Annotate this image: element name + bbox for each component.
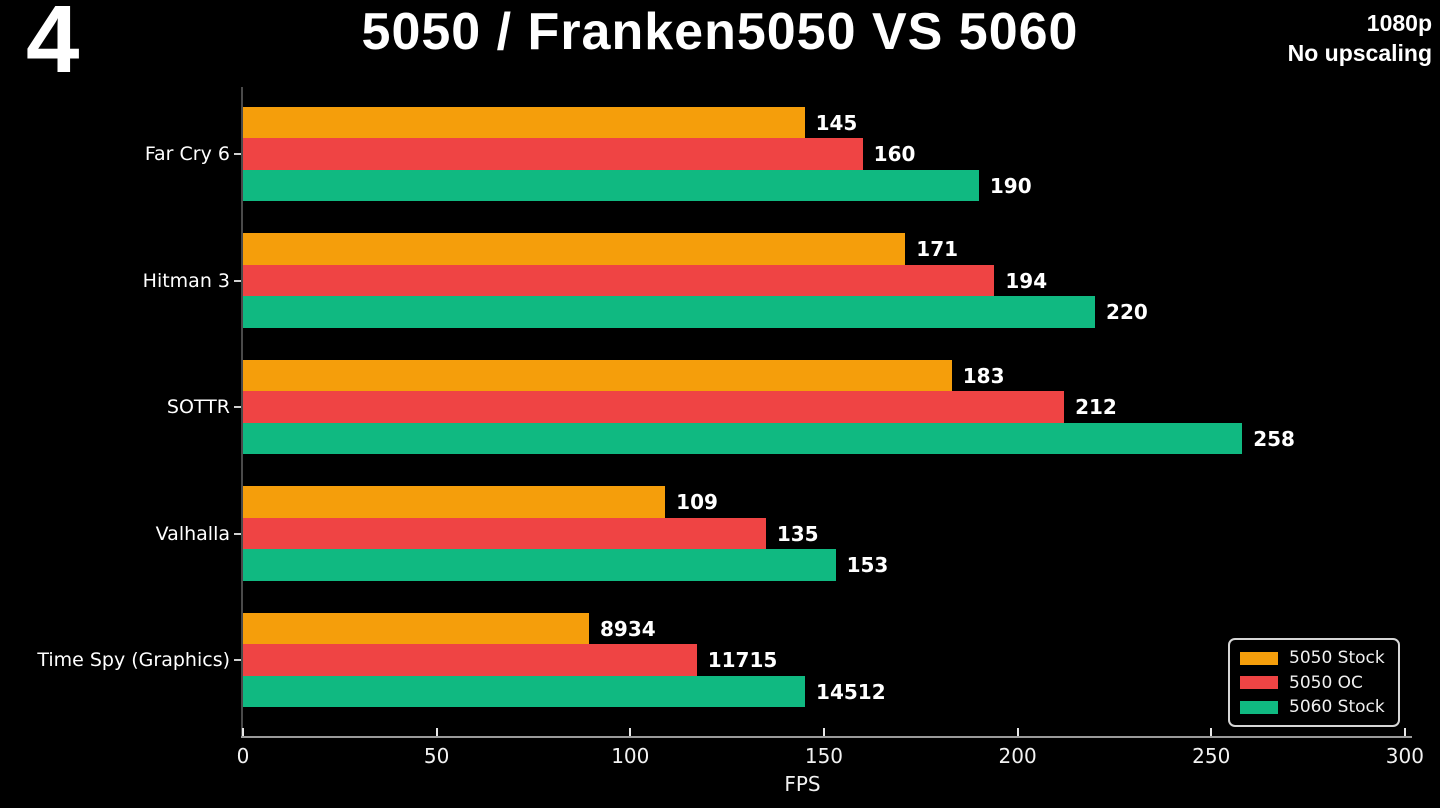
x-axis-tick-label: 200	[998, 744, 1037, 768]
bar-value-label: 160	[873, 142, 916, 166]
y-axis-tick	[234, 532, 241, 535]
bar-5050-stock-valhalla	[243, 486, 666, 518]
legend-swatch-5050-oc	[1240, 676, 1278, 689]
upscaling-label: No upscaling	[1287, 40, 1432, 66]
bar-5050-stock-hitman-3	[243, 233, 906, 265]
bar-value-label: 14512	[816, 679, 886, 704]
resolution-label: 1080p	[1366, 10, 1432, 36]
bar-value-label: 8934	[600, 616, 656, 641]
legend-entry-5050-oc: 5050 OC	[1240, 673, 1388, 693]
bar-value-label: 194	[1005, 268, 1048, 293]
bar-value-label: 183	[962, 363, 1005, 388]
legend-entry-5050-stock: 5050 Stock	[1240, 648, 1388, 668]
legend-label: 5050 Stock	[1289, 648, 1385, 668]
y-axis-spine	[241, 87, 243, 738]
bar-value-label: 190	[989, 173, 1032, 198]
legend-entry-5060-stock: 5060 Stock	[1240, 697, 1388, 717]
category-label-hitman-3: Hitman 3	[142, 269, 230, 292]
bar-value-label: 212	[1075, 395, 1117, 419]
chart-title: 5050 / Franken5050 VS 5060	[361, 3, 1079, 61]
x-axis-tick-label: 300	[1385, 744, 1424, 768]
chart-legend: 5050 Stock 5050 OC 5060 Stock	[1228, 638, 1400, 727]
category-label-valhalla: Valhalla	[155, 522, 230, 545]
bar-5050-stock-time-spy-graphics	[243, 612, 589, 645]
bar-value-label: 109	[676, 490, 718, 514]
bar-value-label: 11715	[707, 648, 778, 672]
bar-5060-stock-time-spy-graphics	[243, 675, 806, 708]
x-axis-tick	[242, 728, 244, 736]
bar-value-label: 258	[1253, 426, 1295, 451]
bar-5050-oc-hitman-3	[243, 264, 995, 297]
bar-5050-oc-valhalla	[243, 517, 766, 550]
legend-label: 5050 OC	[1289, 672, 1363, 693]
x-axis-tick	[435, 728, 438, 736]
bar-5060-stock-far-cry-6	[243, 169, 979, 202]
y-axis-tick	[234, 279, 241, 282]
legend-label: 5060 Stock	[1289, 697, 1385, 717]
x-axis-tick	[1403, 728, 1406, 736]
x-axis-tick	[629, 728, 632, 736]
bar-5050-oc-sottr	[243, 391, 1065, 423]
bar-value-label: 171	[916, 237, 959, 261]
y-axis-tick	[234, 659, 241, 661]
bar-value-label: 135	[776, 521, 819, 546]
x-axis-tick-label: 50	[423, 744, 450, 768]
bar-5060-stock-valhalla	[243, 549, 836, 581]
settings-info: 1080p No upscaling	[1288, 8, 1432, 68]
x-axis-tick-label: 100	[611, 744, 650, 768]
x-axis-tick	[822, 728, 825, 736]
bar-value-label: 145	[815, 110, 858, 135]
bar-5050-stock-far-cry-6	[243, 106, 805, 139]
x-axis-tick	[1016, 728, 1019, 736]
bar-5060-stock-sottr	[243, 422, 1243, 455]
category-label-far-cry-6: Far Cry 6	[144, 143, 230, 165]
y-axis-tick	[234, 406, 241, 408]
legend-swatch-5060-stock	[1240, 700, 1278, 714]
bar-value-label: 153	[846, 553, 889, 577]
x-axis-label: FPS	[784, 772, 821, 796]
bar-5050-stock-sottr	[243, 359, 952, 392]
x-axis-tick-label: 250	[1192, 744, 1231, 768]
bar-5060-stock-hitman-3	[243, 296, 1096, 328]
y-axis-tick	[234, 153, 241, 155]
bar-5050-oc-far-cry-6	[243, 138, 863, 170]
x-axis-line	[241, 736, 1412, 738]
page-number: 4	[26, 0, 80, 93]
category-label-time-spy-graphics: Time Spy (Graphics)	[37, 649, 230, 671]
category-label-sottr: SOTTR	[166, 396, 230, 418]
bar-value-label: 220	[1106, 300, 1148, 324]
x-axis-tick	[1210, 728, 1213, 736]
x-axis-tick-label: 150	[804, 744, 844, 768]
legend-swatch-5050-stock	[1240, 651, 1278, 665]
bar-5050-oc-time-spy-graphics	[243, 644, 697, 676]
x-axis-tick-label: 0	[236, 744, 250, 768]
